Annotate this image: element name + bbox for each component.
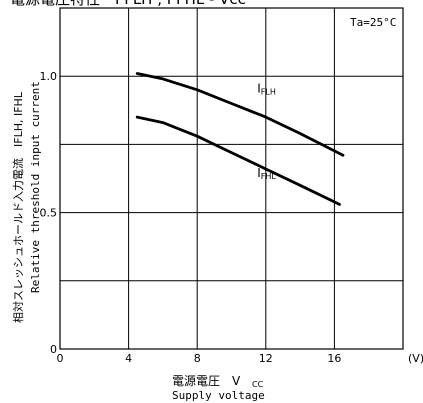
chart-title: 電源電圧特性 I FLH , I FHL - Vcc bbox=[10, 0, 246, 8]
grid-lines bbox=[60, 8, 403, 349]
x-tick-label: 8 bbox=[194, 352, 201, 365]
x-tick-label: 4 bbox=[125, 352, 132, 365]
y-tick-label: 0 bbox=[50, 343, 57, 356]
x-axis-label-ja: 電源電圧 V bbox=[172, 374, 241, 388]
y-tick-labels: 0 0.5 1.0 bbox=[40, 70, 58, 356]
y-tick-label: 1.0 bbox=[40, 70, 58, 83]
y-tick-label: 0.5 bbox=[40, 207, 58, 220]
temperature-annotation: Ta=25°C bbox=[350, 16, 396, 29]
series-line-ifhl bbox=[135, 115, 341, 206]
series-label-iflh: IFLH bbox=[257, 82, 276, 97]
x-axis-label-sub: CC bbox=[252, 380, 264, 389]
x-tick-labels: 0 4 8 12 16 bbox=[57, 352, 342, 365]
x-tick-label: 16 bbox=[327, 352, 341, 365]
series-line-iflh bbox=[135, 72, 345, 157]
x-unit-label: (V) bbox=[408, 352, 423, 365]
x-axis-label-en: Supply voltage bbox=[172, 389, 265, 402]
y-axis-label-ja: 相対スレッシュホールド入力電流 IFLH, IFHL bbox=[11, 91, 25, 323]
series-lines bbox=[135, 72, 345, 206]
y-axis-label-en: Relative threshold input current bbox=[29, 81, 42, 293]
x-tick-label: 0 bbox=[57, 352, 64, 365]
x-tick-label: 12 bbox=[259, 352, 273, 365]
plot-area bbox=[59, 7, 404, 350]
